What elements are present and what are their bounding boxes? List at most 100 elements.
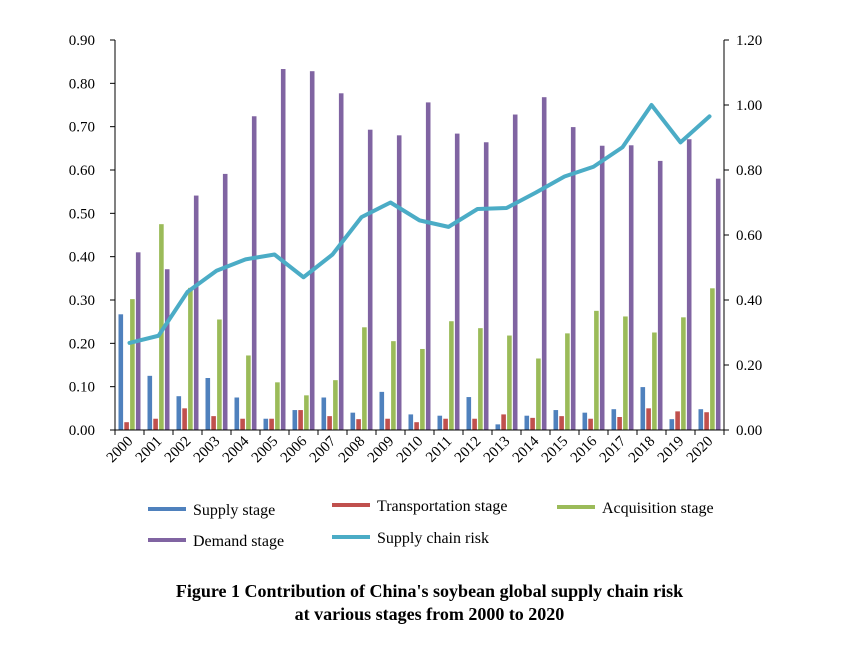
legend-supply-chain-risk-label: Supply chain risk [377, 530, 489, 547]
bar-demand-stage [251, 116, 257, 431]
legend-demand-stage-label: Demand stage [193, 533, 284, 550]
bar-acquisition-stage [304, 395, 309, 430]
bar-transportation-stage [704, 412, 709, 430]
bar-supply-stage [408, 414, 414, 430]
bar-supply-stage [118, 314, 124, 430]
x-tick-label: 2016 [568, 433, 601, 466]
left-tick-label: 0.90 [69, 33, 95, 49]
bar-acquisition-stage [449, 321, 454, 430]
right-tick-label: 0.80 [736, 163, 762, 179]
bar-supply-stage [553, 410, 559, 430]
right-tick-label: 0.00 [736, 423, 762, 439]
x-tick-label: 2003 [191, 434, 224, 467]
bar-demand-stage [454, 133, 460, 430]
left-tick-label: 0.80 [69, 76, 95, 92]
bar-supply-stage [234, 397, 240, 430]
x-tick-label: 2012 [452, 434, 485, 467]
x-tick-label: 2008 [336, 434, 369, 467]
bar-supply-stage [524, 415, 530, 430]
bar-demand-stage [512, 114, 518, 431]
bar-demand-stage [164, 269, 170, 430]
bar-transportation-stage [675, 411, 680, 430]
bar-acquisition-stage [130, 299, 135, 430]
bar-acquisition-stage [565, 333, 570, 430]
bar-demand-stage [425, 102, 431, 431]
figure-caption-line-2: at various stages from 2000 to 2020 [294, 604, 565, 624]
bar-demand-stage [280, 69, 286, 431]
x-tick-label: 2009 [365, 434, 398, 467]
bar-transportation-stage [588, 418, 593, 430]
legend-transportation-stage-swatch [332, 503, 370, 507]
figure-caption-line-1: Figure 1 Contribution of China's soybean… [175, 581, 684, 601]
bar-transportation-stage [269, 418, 274, 430]
bar-acquisition-stage [652, 332, 657, 430]
bar-acquisition-stage [246, 355, 251, 430]
x-tick-label: 2018 [626, 434, 659, 467]
supply-chain-risk-line [127, 103, 712, 345]
bar-supply-stage [147, 375, 153, 430]
x-tick-label: 2000 [104, 434, 137, 467]
bar-transportation-stage [559, 416, 564, 430]
bar-acquisition-stage [710, 288, 715, 430]
supply-chain-risk-line-layer [127, 103, 712, 345]
bar-demand-stage [686, 139, 692, 430]
bar-acquisition-stage [623, 316, 628, 430]
bar-acquisition-stage [362, 327, 367, 430]
bar-supply-stage [669, 419, 675, 430]
bar-acquisition-stage [159, 224, 164, 430]
bar-acquisition-stage [681, 317, 686, 430]
bar-supply-stage [582, 412, 588, 430]
left-tick-label: 0.70 [69, 120, 95, 136]
bar-supply-stage [495, 424, 501, 430]
x-tick-label: 2005 [249, 434, 282, 467]
bar-transportation-stage [472, 418, 477, 430]
bar-transportation-stage [443, 418, 448, 430]
legend-acquisition-stage-label: Acquisition stage [602, 500, 714, 517]
x-tick-label: 2011 [423, 434, 455, 466]
left-tick-label: 0.50 [69, 206, 95, 222]
bar-acquisition-stage [594, 310, 599, 430]
bar-supply-stage [292, 410, 298, 430]
left-tick-label: 0.30 [69, 293, 95, 309]
x-tick-label: 2017 [597, 433, 630, 466]
right-tick-label: 1.00 [736, 98, 762, 114]
right-tick-label: 0.20 [736, 358, 762, 374]
right-tick-label: 1.20 [736, 33, 762, 49]
legend: Supply stage Transportation stage Acquisit… [148, 498, 714, 550]
bar-acquisition-stage [391, 341, 396, 430]
left-tick-label: 0.00 [69, 423, 95, 439]
bar-transportation-stage [298, 410, 303, 430]
bar-acquisition-stage [217, 319, 222, 430]
x-tick-label: 2006 [278, 433, 311, 466]
legend-supply-stage-swatch [148, 507, 186, 511]
bar-demand-stage [628, 145, 634, 431]
bar-demand-stage [193, 195, 199, 430]
bar-acquisition-stage [188, 287, 193, 430]
bar-demand-stage [541, 97, 547, 430]
x-tick-label: 2014 [510, 433, 543, 466]
legend-acquisition-stage-swatch [557, 505, 595, 509]
x-tick-label: 2001 [133, 434, 166, 467]
bar-transportation-stage [356, 419, 361, 430]
x-tick-label: 2010 [394, 434, 427, 467]
left-tick-label: 0.40 [69, 250, 95, 266]
bar-demand-stage [309, 71, 315, 430]
bar-demand-stage [570, 127, 576, 430]
x-tick-label: 2002 [162, 434, 195, 467]
bar-demand-stage [599, 145, 605, 430]
x-tick-label: 2013 [481, 434, 514, 467]
bar-transportation-stage [646, 408, 651, 430]
bar-transportation-stage [385, 418, 390, 430]
bar-demand-stage [222, 173, 228, 430]
bar-demand-stage [483, 142, 489, 430]
bar-acquisition-stage [478, 328, 483, 430]
bar-supply-stage [698, 409, 704, 430]
bar-supply-stage [350, 412, 356, 430]
bar-acquisition-stage [333, 380, 338, 430]
bar-supply-stage [176, 396, 182, 430]
bar-transportation-stage [182, 408, 187, 430]
right-tick-label: 0.60 [736, 228, 762, 244]
bar-acquisition-stage [420, 348, 425, 430]
x-tick-label: 2015 [539, 434, 572, 467]
legend-demand-stage-swatch [148, 538, 186, 542]
